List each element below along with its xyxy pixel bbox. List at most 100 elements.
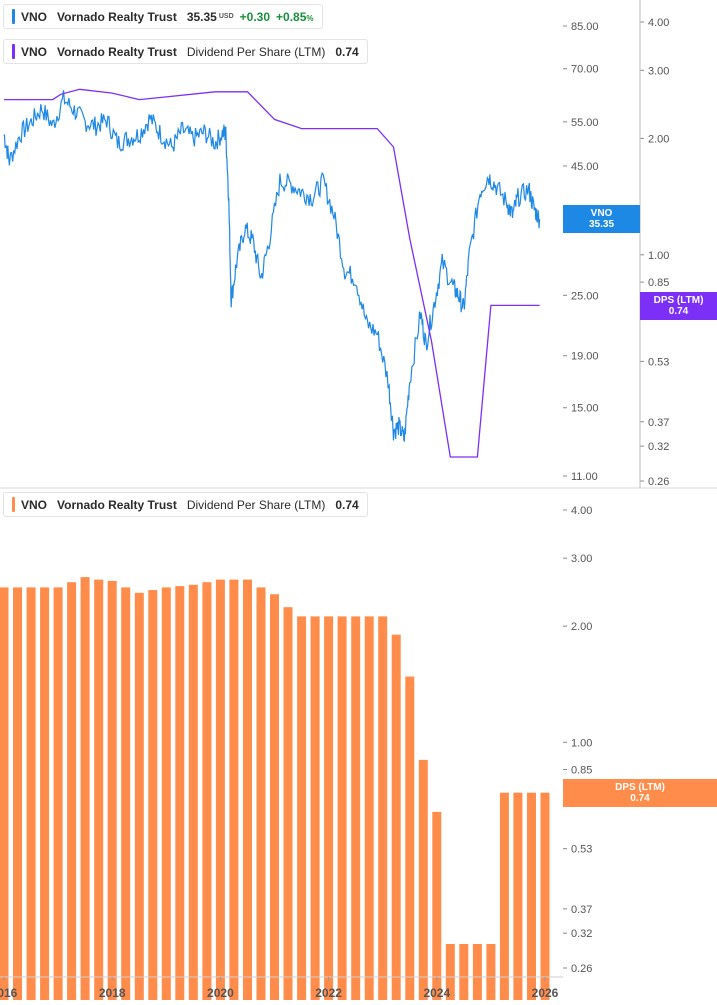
dps-bar (148, 590, 158, 1000)
vno-price-line (3, 90, 541, 442)
price-last-value-tag: VNO 35.35 (563, 205, 640, 233)
dps-bar (175, 586, 185, 1000)
bottom-dps-last-value-tag: DPS (LTM) 0.74 (563, 779, 717, 807)
dps-axis-bottom-label: 0.85 (571, 765, 592, 777)
dps-bar (67, 582, 77, 1000)
dps-bar (80, 577, 90, 1000)
legend-dps-bottom[interactable]: VNO Vornado Realty Trust Dividend Per Sh… (3, 492, 368, 517)
legend-price-currency: USD (218, 13, 234, 20)
bar-series-swatch (12, 497, 15, 512)
dps-bar (107, 580, 117, 1000)
dps-axis-top-label: 4.00 (648, 17, 669, 29)
x-axis-label: 2026 (532, 986, 559, 1000)
dps-axis-top-label: 0.53 (648, 356, 669, 368)
dps-bar (161, 587, 171, 1000)
price-tag-value: 35.35 (588, 219, 615, 230)
dps-bar (243, 579, 252, 1000)
price-axis-label: 15.00 (571, 403, 599, 415)
dps-bar (26, 587, 36, 1000)
dps-axis-bottom-label: 0.53 (571, 844, 592, 856)
dps-bar (188, 584, 198, 1000)
legend-price[interactable]: VNO Vornado Realty Trust 35.35 USD +0.30… (3, 4, 323, 29)
dps-last-value-tag: DPS (LTM) 0.74 (640, 292, 717, 320)
dps-bar (324, 616, 334, 1000)
legend-dps-top-name: Vornado Realty Trust (57, 44, 177, 59)
dps-bar (459, 944, 469, 1000)
x-axis: 2016 2018 2020 2022 2024 2026 (0, 976, 563, 1000)
legend-price-change-pct-value: +0.85 (276, 9, 307, 24)
dps-bar (270, 594, 279, 1000)
dps-axis-bottom-label: 4.00 (571, 505, 592, 517)
legend-dps-bottom-name: Vornado Realty Trust (57, 497, 177, 512)
legend-price-name: Vornado Realty Trust (57, 9, 177, 24)
dps-bar (283, 607, 293, 1000)
dps-axis-top-label: 1.00 (648, 250, 669, 262)
dps-axis-bottom-label: 0.32 (571, 928, 592, 940)
dps-tag-value: 0.74 (668, 306, 689, 317)
dps-bar (0, 587, 9, 1000)
dps-bar (418, 759, 428, 1000)
dps-bar (215, 579, 225, 1000)
price-series-swatch (12, 9, 15, 24)
dps-axis-top-label: 2.00 (648, 133, 669, 145)
dps-bar (121, 587, 131, 1000)
dps-axis-bottom-label: 1.00 (571, 737, 592, 749)
legend-price-pct-symbol: % (306, 13, 314, 23)
dps-tag-label: DPS (LTM) (653, 295, 704, 306)
legend-price-value: 35.35 (186, 9, 217, 24)
legend-dps-top-ticker: VNO (21, 44, 48, 59)
dps-bar (134, 592, 144, 1000)
dps-axis-top-label: 3.00 (648, 65, 669, 77)
dps-series-swatch (12, 44, 15, 59)
price-axis-label: 55.00 (571, 117, 599, 129)
bottom-dps-tag-value: 0.74 (630, 793, 650, 804)
price-axis-label: 25.00 (571, 290, 599, 302)
dps-bar (486, 944, 496, 1000)
price-axis-label: 70.00 (571, 64, 599, 76)
x-axis-label: 2024 (423, 986, 450, 1000)
dps-bar (40, 587, 50, 1000)
dps-bar (540, 792, 550, 1000)
price-axis-label: 45.00 (571, 161, 599, 173)
legend-price-ticker: VNO (21, 9, 48, 24)
dps-bar (310, 616, 320, 1000)
x-axis-label: 2018 (99, 986, 126, 1000)
dps-bar (256, 587, 266, 1000)
legend-price-change-pct: +0.85% (276, 10, 314, 24)
x-axis-label: 2016 (0, 986, 18, 1000)
x-axis-label: 2022 (315, 986, 342, 1000)
price-axis-label: 19.00 (571, 351, 599, 363)
dps-bar (499, 792, 509, 1000)
legend-dps-top-value: 0.74 (335, 44, 359, 59)
legend-dps-bottom-ticker: VNO (21, 497, 48, 512)
dps-bar (432, 811, 442, 1000)
legend-dps-bottom-value: 0.74 (335, 497, 359, 512)
dps-bar (351, 616, 361, 1000)
dps-axis-bottom-label: 0.37 (571, 904, 592, 916)
dps-axis-bottom: 0.26 0.32 0.37 0.53 0.85 1.00 2.00 3.00 4.00 (563, 505, 592, 975)
bottom-dps-tag-label: DPS (LTM) (615, 782, 665, 793)
dps-axis-top-label: 0.85 (648, 277, 669, 289)
dps-bar (202, 582, 212, 1000)
dps-axis-bottom-label: 0.26 (571, 963, 592, 975)
legend-dps-bottom-metric: Dividend Per Share (LTM) (186, 497, 326, 512)
legend-dps-top[interactable]: VNO Vornado Realty Trust Dividend Per Sh… (3, 39, 368, 64)
dps-bar (94, 579, 104, 1000)
dps-axis-bottom-label: 2.00 (571, 621, 592, 633)
legend-dps-top-metric: Dividend Per Share (LTM) (186, 44, 326, 59)
dps-bar (13, 587, 22, 1000)
price-axis-label: 85.00 (571, 21, 599, 33)
price-axis-label: 11.00 (571, 471, 598, 483)
dps-bar (364, 616, 374, 1000)
dps-bar-series (0, 577, 550, 1000)
dps-line (4, 88, 540, 458)
legend-price-change: +0.30 (239, 9, 271, 24)
dps-axis-top: 0.26 0.32 0.37 0.53 0.85 1.00 2.00 3.00 4.00 (640, 17, 669, 488)
x-axis-label: 2020 (207, 986, 234, 1000)
dps-bar (297, 616, 307, 1000)
dps-bar (472, 944, 482, 1000)
dps-axis-top-label: 0.26 (648, 476, 669, 488)
dps-bar (378, 616, 388, 1000)
price-axis: 11.00 15.00 19.00 25.00 45.00 55.00 70.00 85.00 (563, 21, 599, 483)
